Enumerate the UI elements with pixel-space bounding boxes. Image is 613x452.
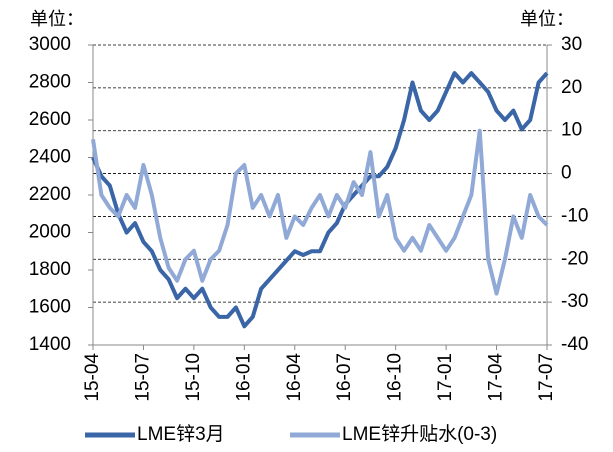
y2-tick-label: 10 [561,120,582,141]
x-tick-label: 16-01 [233,353,254,402]
y2-tick-label: -20 [561,248,588,269]
y-tick-label: 1800 [29,259,71,280]
y-tick-label: 2400 [29,147,71,168]
x-tick-label: 17-01 [435,353,456,402]
y-tick-label: 2800 [29,72,71,93]
x-tick-label: 16-07 [334,353,355,402]
x-tick-label: 16-04 [284,353,305,402]
x-tick-label: 16-10 [385,353,406,402]
x-tick-label: 15-10 [183,353,204,402]
y2-unit-label: 单位： [520,9,574,29]
legend-label: LME锌升贴水(0-3) [342,423,497,445]
series-line [91,71,549,329]
series-line [91,128,549,296]
x-tick-label: 15-07 [132,353,153,402]
y-unit-label: 单位： [30,9,84,29]
y2-tick-label: -30 [561,291,588,312]
legend-label: LME锌3月 [137,423,225,445]
y2-tick-label: -40 [561,334,588,355]
y2-tick-label: -10 [561,205,588,226]
x-tick-label: 15-04 [82,353,103,402]
x-tick-label: 17-04 [486,353,507,402]
y-tick-label: 3000 [29,34,71,55]
y-tick-label: 1400 [29,334,71,355]
y2-tick-label: 0 [561,163,572,184]
y-tick-label: 2000 [29,222,71,243]
y2-tick-label: 20 [561,77,582,98]
x-tick-label: 17-07 [536,353,557,402]
y-tick-label: 2600 [29,109,71,130]
y-tick-label: 1600 [29,297,71,318]
y-tick-label: 2200 [29,184,71,205]
y2-tick-label: 30 [561,34,582,55]
